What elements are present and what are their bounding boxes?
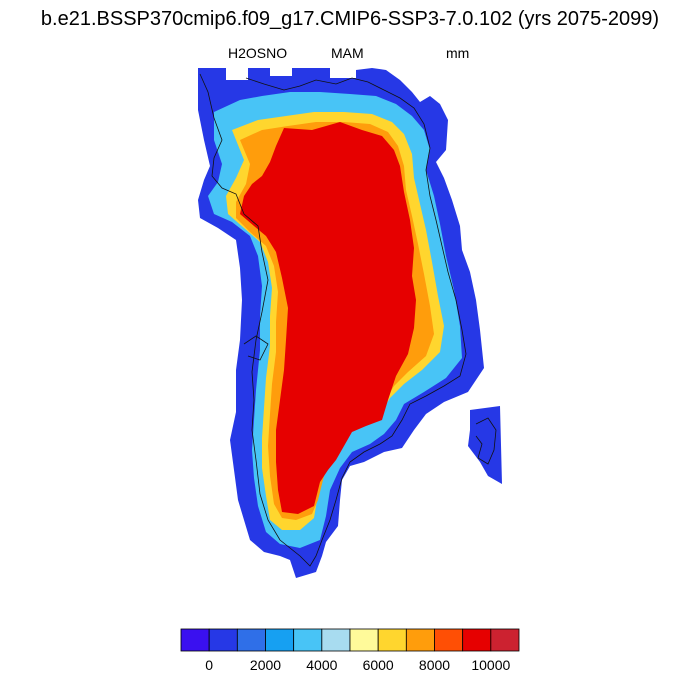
colorbar-tick-label: 6000: [363, 657, 394, 673]
variable-label: H2OSNO: [228, 45, 288, 61]
colorbar-cell: [490, 628, 520, 652]
colorbar-cell: [321, 628, 351, 652]
colorbar-cell: [349, 628, 379, 652]
colorbar-cell: [434, 628, 464, 652]
colorbar-tick-label: 4000: [306, 657, 337, 673]
colorbar-cell: [405, 628, 435, 652]
colorbar-tick-label: 0: [205, 657, 213, 673]
colorbar-tick-label: 10000: [471, 657, 510, 673]
colorbar-cell: [265, 628, 295, 652]
colorbar-tick-label: 2000: [250, 657, 281, 673]
coastline: [199, 73, 497, 567]
colorbar-cell: [293, 628, 323, 652]
colorbar-cell: [180, 628, 210, 652]
colorbar-cell: [462, 628, 492, 652]
units-label: mm: [446, 45, 470, 61]
colorbar-cell: [236, 628, 266, 652]
colorbar-cell: [208, 628, 238, 652]
colorbar-cell: [377, 628, 407, 652]
season-label: MAM: [331, 45, 364, 61]
ice-sheet-interior: [240, 122, 416, 514]
colorbar-tick-label: 8000: [419, 657, 450, 673]
plot-title: b.e21.BSSP370cmip6.f09_g17.CMIP6-SSP3-7.…: [40, 8, 660, 30]
